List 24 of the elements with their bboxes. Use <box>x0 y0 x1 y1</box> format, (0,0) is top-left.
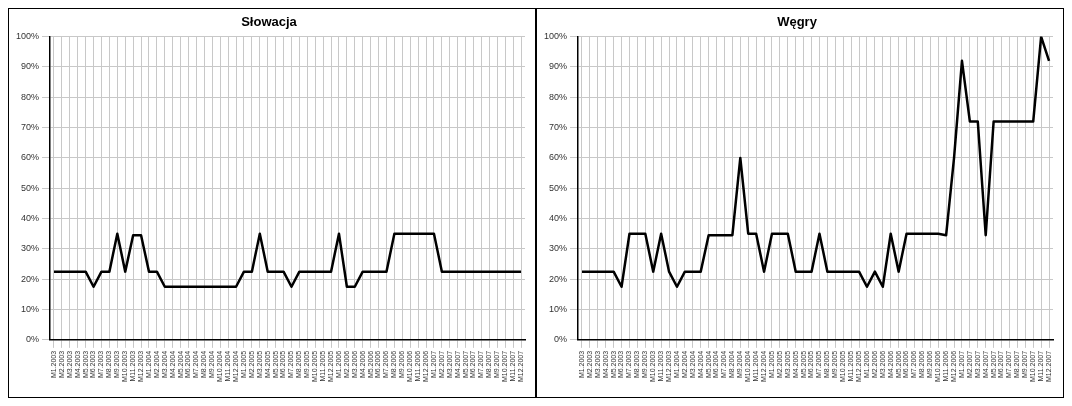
y-tick-label: 50% <box>549 182 568 193</box>
y-tick-label: 20% <box>549 273 568 284</box>
y-tick-label: 0% <box>554 334 568 345</box>
y-tick-label: 10% <box>549 304 568 315</box>
y-tick-label: 100% <box>543 31 568 42</box>
y-tick-label: 30% <box>21 243 40 254</box>
y-tick-label: 80% <box>21 91 40 102</box>
y-tick-label: 60% <box>549 152 568 163</box>
y-tick-label: 10% <box>21 304 40 315</box>
y-tick-label: 60% <box>21 152 40 163</box>
y-tick-label: 70% <box>21 122 40 133</box>
y-tick-label: 90% <box>549 61 568 72</box>
y-tick-label: 50% <box>21 182 40 193</box>
y-tick-label: 90% <box>21 61 40 72</box>
y-tick-label: 0% <box>26 334 40 345</box>
chart-title: Słowacja <box>241 14 298 30</box>
y-tick-label: 70% <box>549 122 568 133</box>
y-tick-label: 40% <box>21 213 40 224</box>
y-tick-label: 40% <box>549 213 568 224</box>
chart-title: Węgry <box>777 14 818 30</box>
y-tick-label: 20% <box>21 273 40 284</box>
y-tick-label: 30% <box>549 243 568 254</box>
y-tick-label: 100% <box>15 31 40 42</box>
y-tick-label: 80% <box>549 91 568 102</box>
